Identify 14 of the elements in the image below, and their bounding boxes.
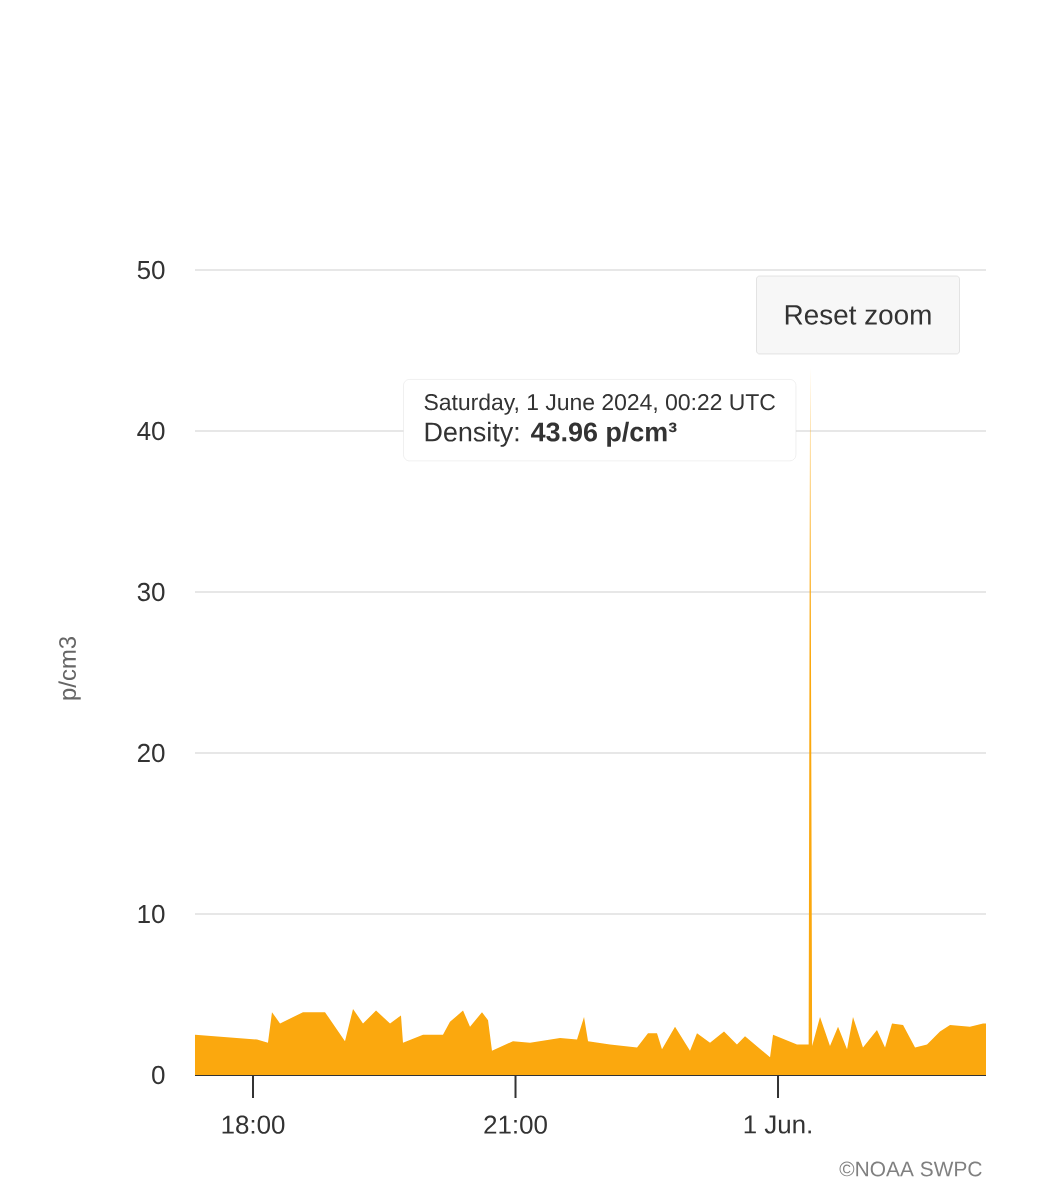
annotation: Reset zoom <box>785 305 931 325</box>
y-axis-title: p/cm3 <box>58 636 81 700</box>
y-tick-label: 30 <box>137 582 165 602</box>
x-tick-label: 18:00 <box>222 1115 285 1134</box>
y-tick-label: 10 <box>138 904 165 924</box>
annotation: Saturday, 1 June 2024, 00:22 UTC <box>424 393 775 415</box>
x-tick-label: 1 Jun. <box>744 1115 811 1134</box>
text: ©NOAA SWPC <box>839 1161 982 1177</box>
y-tick-label: 40 <box>137 421 165 441</box>
annotation: Density: 43.96 p/cm³ <box>425 421 677 447</box>
x-tick-label: 21:00 <box>484 1115 547 1134</box>
y-tick-label: 20 <box>137 743 165 763</box>
y-tick-label: 0 <box>152 1065 165 1085</box>
y-tick-label: 50 <box>137 260 165 280</box>
